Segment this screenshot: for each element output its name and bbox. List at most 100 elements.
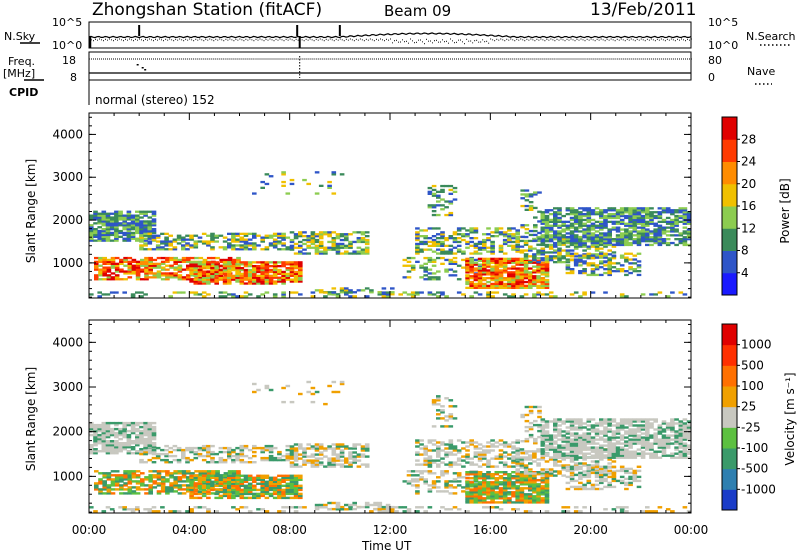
power-cell [198, 256, 204, 260]
power-cell [582, 260, 587, 263]
velocity-cell [632, 452, 638, 455]
velocity-cell [578, 440, 583, 443]
velocity-cell [607, 438, 612, 441]
power-cell [298, 268, 303, 272]
power-cell [335, 250, 341, 253]
power-cell [532, 277, 537, 280]
velocity-cell [565, 438, 571, 441]
power-cell [599, 213, 604, 216]
power-cell [235, 240, 240, 243]
velocity-cell [473, 493, 479, 496]
power-cell [252, 244, 257, 247]
power-cell [281, 282, 286, 285]
velocity-cell [210, 450, 215, 454]
velocity-cell [573, 438, 579, 441]
velocity-cell [573, 464, 579, 467]
velocity-cell [511, 471, 516, 474]
velocity-cell [318, 443, 324, 446]
power-cell [144, 264, 149, 267]
velocity-heatmap [89, 380, 692, 513]
power-cell [628, 266, 633, 269]
power-cell [227, 232, 232, 235]
power-cell [586, 232, 592, 235]
velocity-cell [247, 484, 253, 487]
velocity-cell [177, 480, 183, 483]
velocity-cell [456, 451, 462, 454]
velocity-cell [131, 492, 137, 495]
velocity-cell [218, 480, 224, 483]
power-cell [477, 282, 483, 286]
power-cell [264, 246, 270, 249]
velocity-cell [302, 463, 307, 466]
power-cell [156, 270, 162, 273]
power-cell [264, 263, 270, 266]
power-cell [649, 218, 654, 222]
velocity-cell [511, 481, 516, 484]
power-cell [582, 240, 587, 243]
velocity-cell [436, 449, 441, 452]
velocity-cell [528, 468, 533, 471]
power-cell [235, 232, 240, 235]
velocity-cell [268, 454, 274, 458]
velocity-cell [423, 480, 428, 483]
velocity-cell [186, 480, 191, 483]
power-cell [431, 272, 437, 275]
power-cell [130, 222, 136, 225]
power-cell [532, 275, 537, 278]
velocity-cell [515, 479, 520, 482]
velocity-cell [293, 451, 299, 454]
velocity-cell [415, 480, 420, 483]
velocity-cell [206, 490, 211, 494]
velocity-cell [222, 474, 228, 477]
power-cell [653, 234, 658, 237]
power-cell [151, 229, 157, 233]
power-cell [214, 282, 219, 285]
velocity-cell [272, 458, 278, 462]
power-cell [423, 235, 428, 238]
velocity-cell [406, 482, 412, 485]
power-cell [482, 269, 487, 272]
velocity-cell [227, 448, 232, 452]
velocity-cell [494, 445, 500, 448]
power-cell [670, 228, 675, 231]
power-cell [628, 220, 633, 223]
velocity-cell [231, 482, 236, 485]
power-cell [603, 256, 608, 259]
velocity-cell [607, 446, 612, 449]
power-cell [423, 256, 428, 260]
velocity-cell [186, 470, 191, 473]
power-cell [477, 269, 483, 272]
velocity-cell [578, 428, 583, 431]
power-cell [594, 241, 600, 245]
velocity-cell [599, 456, 604, 459]
velocity-cell [544, 424, 550, 427]
power-cell [277, 270, 282, 274]
velocity-cell [599, 438, 604, 441]
power-cell [632, 262, 638, 265]
power-cell [440, 242, 445, 246]
velocity-cell [360, 445, 366, 448]
power-cell [106, 278, 112, 281]
power-cell [544, 257, 550, 260]
velocity-cell [314, 465, 320, 468]
power-cell [507, 235, 512, 238]
power-cell [682, 230, 688, 233]
power-cell [565, 271, 571, 275]
velocity-cell [189, 486, 194, 489]
velocity-cell [143, 446, 148, 450]
power-cell [222, 291, 228, 294]
power-cell [536, 284, 541, 287]
power-cell [628, 207, 633, 210]
power-cell [661, 238, 667, 241]
velocity-cell [214, 461, 219, 464]
velocity-cell [211, 472, 216, 475]
velocity-cell [561, 468, 566, 471]
velocity-cell [523, 499, 529, 502]
velocity-cell [272, 488, 278, 492]
power-cell [122, 226, 127, 229]
power-cell [665, 211, 671, 214]
power-cell [523, 284, 529, 287]
velocity-cell [140, 472, 145, 475]
velocity-cell [599, 446, 604, 449]
velocity-cell [231, 454, 236, 458]
